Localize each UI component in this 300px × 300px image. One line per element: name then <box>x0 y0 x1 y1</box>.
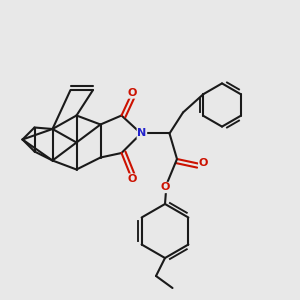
Text: N: N <box>137 128 146 139</box>
Text: O: O <box>127 88 137 98</box>
Text: O: O <box>127 174 137 184</box>
Text: O: O <box>160 182 170 193</box>
Text: O: O <box>199 158 208 168</box>
